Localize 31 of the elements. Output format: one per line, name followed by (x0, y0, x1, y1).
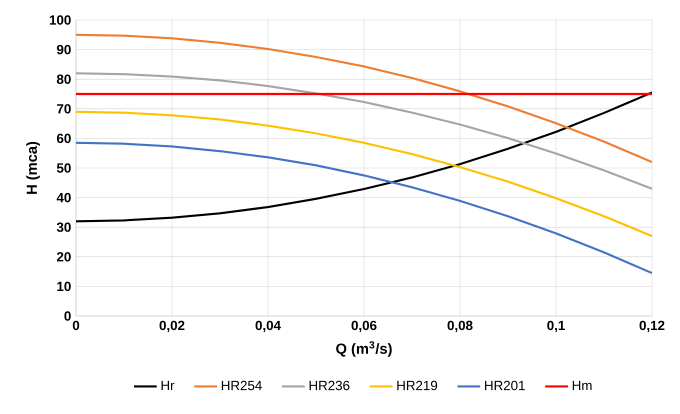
line-series (76, 72, 652, 190)
y-tick-label: 20 (56, 252, 71, 262)
y-axis-title: H (mca) (26, 142, 40, 194)
legend-label: HR236 (310, 380, 350, 390)
line-series (76, 34, 652, 164)
line-series (76, 91, 652, 222)
y-tick-label: 30 (56, 222, 71, 232)
x-tick-label: 0 (72, 320, 80, 330)
y-tick-label: 50 (56, 163, 71, 173)
y-tick-label: 10 (57, 282, 71, 292)
x-tick-label: 0,06 (352, 320, 377, 332)
y-tick-label: 90 (56, 44, 71, 54)
line-series (76, 110, 652, 238)
x-axis-title: Q (m$^{3}$/s) (336, 341, 392, 357)
y-tick-label: 60 (56, 134, 71, 144)
y-tick-label: 40 (56, 192, 71, 202)
legend-label: Hm (572, 380, 592, 390)
legend-label: HR201 (485, 380, 525, 390)
line-series (76, 142, 652, 274)
x-tick-label: 0,02 (160, 320, 184, 332)
y-tick-label: 100 (50, 15, 71, 25)
x-tick-label: 0,12 (640, 320, 664, 332)
x-tick-label: 0,08 (448, 320, 473, 332)
legend-label: HR219 (397, 380, 438, 390)
legend-label: HR254 (222, 380, 262, 390)
y-tick-label: 0 (64, 311, 71, 321)
legend-label: Hr (162, 380, 174, 390)
y-tick-label: 70 (57, 104, 71, 114)
x-tick-label: 0,1 (547, 320, 565, 332)
y-tick-label: 80 (56, 74, 71, 84)
x-tick-label: 0,04 (256, 320, 281, 332)
